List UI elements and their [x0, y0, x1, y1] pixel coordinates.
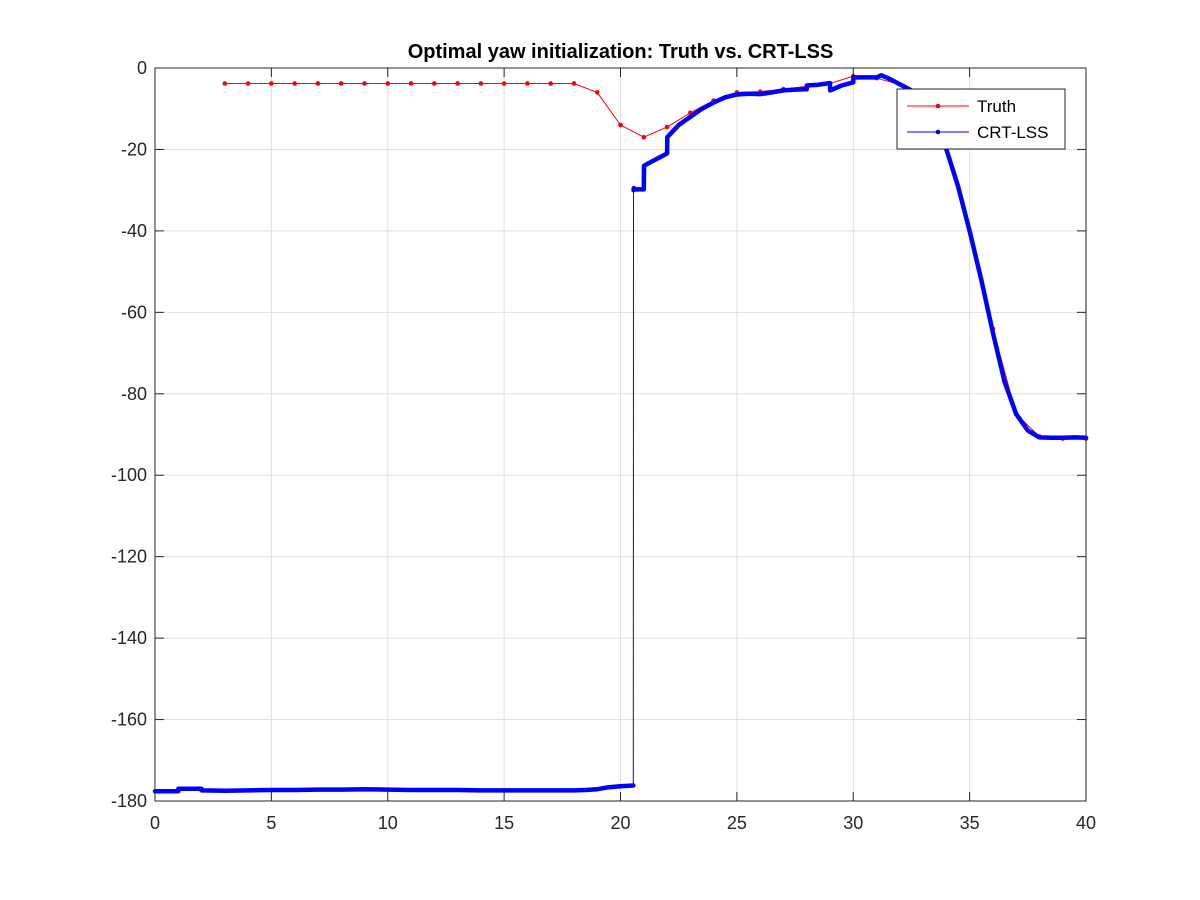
x-tick-label: 20 [610, 813, 630, 833]
y-tick-label: -80 [121, 384, 147, 404]
data-point-truth [432, 81, 437, 86]
y-tick-label: -40 [121, 221, 147, 241]
data-point-truth [478, 81, 484, 86]
x-tick-label: 15 [494, 813, 514, 833]
x-tick-label: 0 [150, 813, 160, 833]
y-tick-label: -160 [111, 710, 147, 730]
legend: Truth CRT-LSS [896, 88, 1066, 150]
y-tick-label: 0 [137, 58, 147, 78]
data-point-truth [222, 81, 228, 86]
y-tick-label: -180 [111, 791, 147, 811]
legend-label: CRT-LSS [977, 123, 1049, 142]
legend-box [896, 88, 1066, 150]
y-tick-label: -20 [121, 139, 147, 159]
series-trace-crt-lss [152, 783, 636, 794]
data-point-truth [641, 134, 647, 140]
data-point-truth [525, 81, 530, 86]
legend-marker [935, 129, 941, 135]
x-tick-label: 40 [1076, 813, 1096, 833]
data-point-truth [269, 81, 274, 86]
data-point-truth [362, 81, 367, 86]
legend-marker [935, 103, 941, 109]
x-tick-label: 25 [727, 813, 747, 833]
data-point-truth [408, 81, 414, 86]
axis-ticks: 0 5 10 15 20 25 30 35 40 0 -20 -40 -60 -80 -100 -120 -14… [111, 58, 1096, 833]
data-point-truth [455, 81, 460, 86]
data-point-truth [292, 81, 297, 86]
x-tick-label: 10 [378, 813, 398, 833]
data-point-truth [594, 90, 600, 95]
data-point-truth [385, 81, 391, 86]
x-tick-label: 30 [843, 813, 863, 833]
data-point-truth [338, 81, 344, 86]
data-point-truth [315, 81, 321, 86]
data-point-truth [618, 122, 623, 128]
data-point-truth [571, 81, 577, 86]
data-point-truth [548, 81, 553, 86]
data-point-truth [501, 81, 507, 86]
series-trace-crt-lss [631, 73, 1089, 441]
data-point-truth [245, 81, 251, 86]
y-tick-label: -140 [111, 628, 147, 648]
y-tick-label: -100 [111, 465, 147, 485]
legend-label: Truth [977, 97, 1016, 116]
data-point-truth [664, 124, 670, 130]
x-tick-label: 5 [266, 813, 276, 833]
chart-title: Optimal yaw initialization: Truth vs. CR… [408, 41, 834, 63]
x-tick-label: 35 [960, 813, 980, 833]
y-tick-label: -120 [111, 547, 147, 567]
y-tick-label: -60 [121, 302, 147, 322]
